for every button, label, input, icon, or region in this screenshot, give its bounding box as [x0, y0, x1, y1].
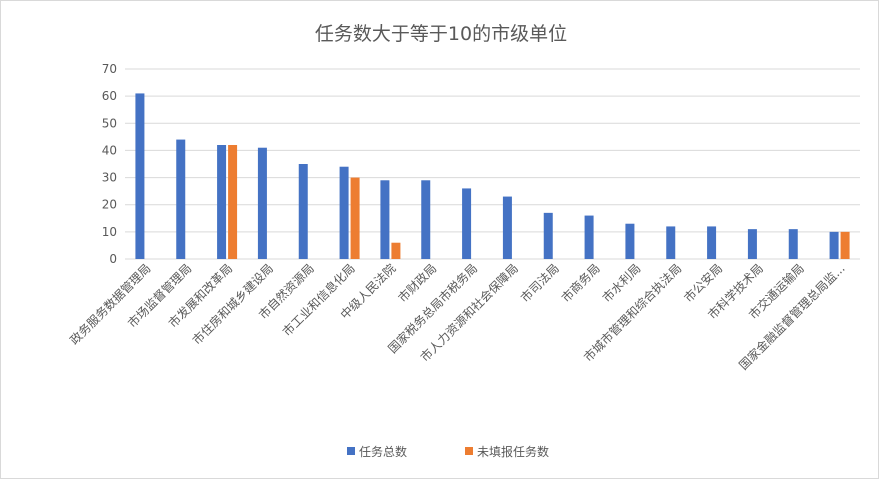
legend-label: 任务总数: [359, 444, 407, 459]
bars: [135, 93, 850, 259]
y-tick-label: 50: [102, 116, 117, 130]
legend-label: 未填报任务数: [477, 444, 549, 459]
y-tick-label: 60: [102, 89, 117, 103]
y-tick-label: 0: [109, 252, 117, 266]
bar-total-tasks: [217, 145, 227, 259]
y-tick-label: 40: [102, 143, 117, 157]
bar-total-tasks: [666, 226, 676, 259]
x-category-label: 市司法局: [517, 261, 562, 306]
bar-total-tasks: [462, 188, 472, 259]
bar-total-tasks: [380, 180, 390, 259]
bar-total-tasks: [829, 231, 839, 259]
y-axis-ticks: 0 10 20 30 40 50 60 70: [102, 62, 117, 266]
bar-total-tasks: [176, 139, 186, 259]
bar-total-tasks: [584, 215, 594, 259]
bar-total-tasks: [625, 223, 635, 259]
bar-total-tasks: [339, 166, 349, 259]
legend-swatch: [465, 447, 473, 455]
legend-swatch: [347, 447, 355, 455]
bar-total-tasks: [707, 226, 717, 259]
bar-total-tasks: [502, 196, 512, 259]
chart-title: 任务数大于等于10的市级单位: [315, 23, 567, 45]
bar-total-tasks: [257, 147, 267, 259]
bar-unfilled-tasks: [350, 177, 360, 259]
y-tick-label: 20: [102, 198, 117, 212]
bar-unfilled-tasks: [840, 231, 850, 259]
x-category-label: 市工业和信息化局: [279, 261, 357, 339]
bar-unfilled-tasks: [391, 242, 401, 259]
gridlines: [125, 68, 860, 260]
bar-total-tasks: [543, 212, 553, 259]
y-tick-label: 30: [102, 171, 117, 185]
y-tick-label: 70: [102, 62, 117, 76]
x-category-label: 市商务局: [558, 261, 603, 306]
bar-total-tasks: [421, 180, 431, 259]
bar-total-tasks: [298, 164, 308, 259]
bar-total-tasks: [788, 229, 798, 259]
bar-total-tasks: [747, 229, 757, 259]
y-tick-label: 10: [102, 225, 117, 239]
bar-unfilled-tasks: [228, 145, 238, 259]
bar-total-tasks: [135, 93, 145, 259]
legend: 任务总数 未填报任务数: [347, 444, 549, 459]
x-axis-categories: 政务服务数据管理局市场监督管理局市发展和改革局市住房和城乡建设局市自然资源局市工…: [67, 261, 848, 373]
